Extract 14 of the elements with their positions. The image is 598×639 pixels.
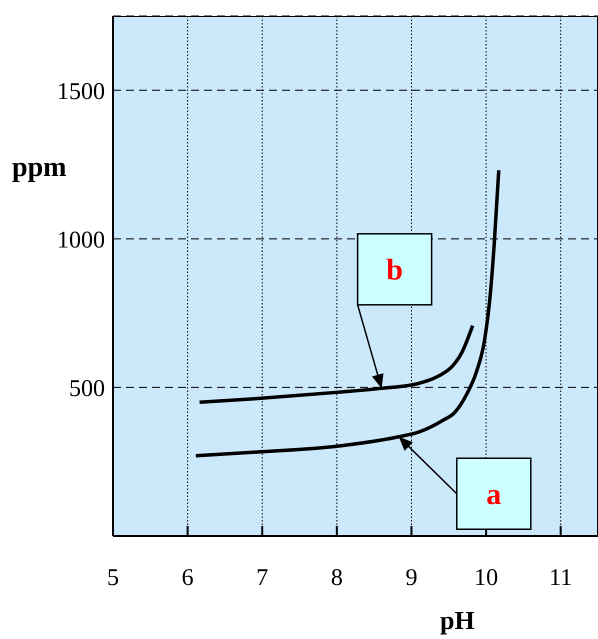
x-tick-label: 9 — [405, 565, 418, 592]
x-axis-title: pH — [440, 606, 475, 636]
x-tick-label: 5 — [107, 565, 119, 592]
x-tick-label: 10 — [474, 565, 498, 592]
y-tick-label: 1000 — [57, 227, 105, 254]
y-axis-title: ppm — [12, 152, 66, 184]
x-tick-label: 7 — [256, 565, 268, 592]
text: b — [386, 253, 403, 286]
y-tick-label: 1500 — [57, 78, 105, 105]
y-tick-label: 500 — [69, 376, 105, 402]
x-tick-label: 11 — [549, 565, 572, 592]
x-tick-label: 6 — [182, 565, 194, 592]
text: a — [486, 478, 502, 511]
x-tick-label: 8 — [330, 565, 343, 592]
